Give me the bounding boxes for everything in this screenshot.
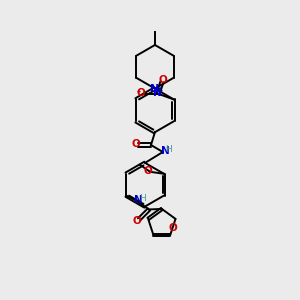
Text: N: N <box>150 84 160 94</box>
Text: O: O <box>133 216 141 226</box>
Text: N: N <box>153 88 162 98</box>
Text: O: O <box>144 166 153 176</box>
Text: -: - <box>137 86 141 96</box>
Text: H: H <box>139 194 145 202</box>
Text: O: O <box>131 139 140 149</box>
Text: N: N <box>134 194 143 205</box>
Text: O: O <box>169 223 177 233</box>
Text: O: O <box>136 88 145 98</box>
Text: +: + <box>157 86 163 95</box>
Text: N: N <box>161 146 170 156</box>
Text: H: H <box>165 145 172 154</box>
Text: O: O <box>158 75 167 85</box>
